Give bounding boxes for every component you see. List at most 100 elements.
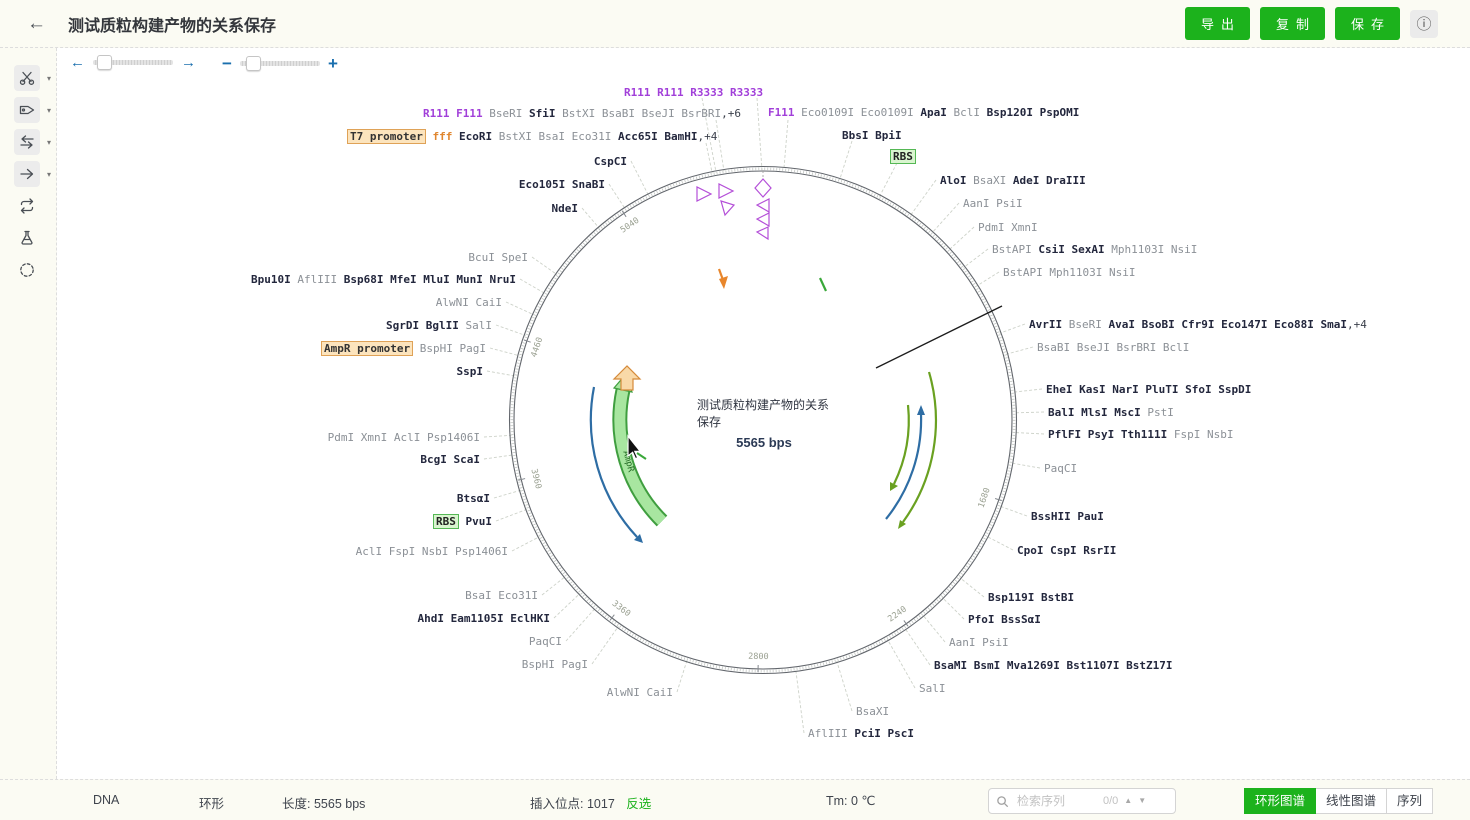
tab-linear-map[interactable]: 线性图谱 <box>1314 788 1387 814</box>
enzyme-label[interactable]: AhdI Eam1105I EclHKI <box>418 612 550 625</box>
enzyme-label[interactable]: AlwNI CaiI <box>607 686 673 699</box>
enzyme-label[interactable]: PflFI PsyI Tth111I FspI NsbI <box>1048 428 1233 441</box>
enzyme-label[interactable]: EheI KasI NarI PluTI SfoI SspDI <box>1046 383 1251 396</box>
zoom-slider-handle[interactable] <box>245 56 261 71</box>
enzyme-label[interactable]: BbsI BpiI <box>842 129 902 142</box>
enzyme-label[interactable]: CspCI <box>594 155 627 168</box>
enzyme-label[interactable]: PaqCI <box>1044 462 1077 475</box>
feature-tag: RBS <box>433 514 459 529</box>
back-arrow-icon[interactable]: ← <box>27 13 46 34</box>
tab-sequence[interactable]: 序列 <box>1385 788 1433 814</box>
enzyme-label[interactable]: AloI BsaXI AdeI DraIII <box>940 174 1086 187</box>
primer-diamond[interactable] <box>754 178 772 198</box>
save-button[interactable]: 保存 <box>1334 7 1400 40</box>
enzyme-label[interactable]: SalI <box>919 682 946 695</box>
zoom-slider[interactable] <box>239 56 320 71</box>
enzyme-label[interactable]: T7 promoter fff EcoRI BstXI BsaI Eco31I … <box>347 129 717 144</box>
chevron-down-icon[interactable]: ▾ <box>46 170 51 179</box>
rotate-left-arrow[interactable]: ← <box>70 54 85 71</box>
enzyme-label[interactable]: PfoI BssSαI <box>968 613 1041 626</box>
tool-dashed-circle-button[interactable] <box>14 257 40 283</box>
tool-swap-arrows-button[interactable]: ▾ <box>14 129 51 155</box>
enzyme-label[interactable]: AvrII BseRI AvaI BsoBI Cfr9I Eco147I Eco… <box>1029 318 1367 331</box>
enzyme-label[interactable]: BstAPI CsiI SexAI Mph1103I NsiI <box>992 243 1197 256</box>
enzyme-label[interactable]: SspI <box>457 365 484 378</box>
enzyme-label[interactable]: BtsαI <box>457 492 490 505</box>
tool-repeat-button[interactable] <box>14 193 40 219</box>
orf-arc-blue-right[interactable] <box>885 413 923 520</box>
leader-line <box>581 207 600 229</box>
enzyme-label[interactable]: BcuI SpeI <box>468 251 528 264</box>
enzyme-label[interactable]: RBS <box>890 149 916 164</box>
rotate-slider-handle[interactable] <box>97 55 112 70</box>
enzyme-label[interactable]: NdeI <box>552 202 579 215</box>
enzyme-label[interactable]: CpoI CspI RsrII <box>1017 544 1116 557</box>
enzyme-label[interactable]: Bsp119I BstBI <box>988 591 1074 604</box>
enzyme-label[interactable]: BssHII PauI <box>1031 510 1104 523</box>
enzyme-name: NsiI <box>1108 266 1136 279</box>
primer-triangle[interactable] <box>755 226 769 241</box>
tool-scissors-button[interactable]: ▾ <box>14 65 51 91</box>
invert-selection-link[interactable]: 反选 <box>626 797 652 811</box>
primer-triangle[interactable] <box>720 200 736 217</box>
export-button[interactable]: 导出 <box>1184 7 1250 40</box>
chevron-down-icon[interactable]: ▾ <box>46 74 51 83</box>
search-prev-icon[interactable]: ▲ <box>1124 796 1133 805</box>
enzyme-label[interactable]: BsaBI BseJI BsrBRI BclI <box>1037 341 1189 354</box>
enzyme-label[interactable]: BalI MlsI MscI PstI <box>1048 406 1174 419</box>
tab-circular-map[interactable]: 环形图谱 <box>1243 788 1316 814</box>
enzyme-name: Tth111I <box>1120 428 1168 441</box>
info-button[interactable]: ⓘ <box>1410 9 1438 38</box>
enzyme-label[interactable]: AanI PsiI <box>963 197 1023 210</box>
rotate-right-arrow[interactable]: → <box>181 54 196 71</box>
tool-tag-button[interactable]: ▾ <box>14 97 51 123</box>
enzyme-label[interactable]: BstAPI Mph1103I NsiI <box>1003 266 1135 279</box>
enzyme-label[interactable]: BsaXI <box>856 705 889 718</box>
primer-triangle[interactable] <box>755 212 770 228</box>
enzyme-label[interactable]: BcgI ScaI <box>420 453 480 466</box>
orf-arc-green-right-short[interactable] <box>893 404 910 485</box>
orf-arc-green-right-long[interactable] <box>902 371 937 523</box>
search-next-icon[interactable]: ▼ <box>1138 796 1147 805</box>
enzyme-label[interactable]: BsaMI BsmI Mva1269I Bst1107I BstZ17I <box>934 659 1172 672</box>
enzyme-label[interactable]: Eco105I SnaBI <box>519 178 605 191</box>
enzyme-label[interactable]: R111 F111 BseRI SfiI BstXI BsaBI BseJI B… <box>423 107 741 120</box>
enzyme-label[interactable]: Bpu10I AflIII Bsp68I MfeI MluI MunI NruI <box>251 273 516 286</box>
search-input[interactable] <box>1015 793 1097 809</box>
rotate-slider[interactable] <box>93 55 173 70</box>
plasmid-backbone-outer[interactable] <box>508 165 1018 675</box>
primer-triangle[interactable] <box>696 186 713 202</box>
zoom-in-button[interactable]: + <box>327 54 338 73</box>
enzyme-label[interactable]: AanI PsiI <box>949 636 1009 649</box>
enzyme-label[interactable]: RBS PvuI <box>433 514 492 529</box>
enzyme-label[interactable]: AclI FspI NsbI Psp1406I <box>356 545 508 558</box>
leader-line <box>489 347 520 357</box>
tool-arrow-right-button[interactable]: ▾ <box>14 161 51 187</box>
chevron-down-icon[interactable]: ▾ <box>46 106 51 115</box>
enzyme-label[interactable]: BsaI Eco31I <box>465 589 538 602</box>
enzyme-label[interactable]: AmpR promoter BspHI PagI <box>321 341 486 356</box>
enzyme-name: Acc65I <box>617 130 658 143</box>
ampr-gene-arc[interactable] <box>614 388 666 525</box>
enzyme-label[interactable]: AlwNI CaiI <box>436 296 502 309</box>
length-info: 长度: 5565 bps <box>282 793 365 812</box>
enzyme-label[interactable]: R111 R111 R3333 R3333 <box>624 86 763 99</box>
enzyme-label[interactable]: PdmI XmnI <box>978 221 1038 234</box>
ampr-promoter-arrow[interactable] <box>612 365 642 391</box>
sequence-search-box[interactable]: 0/0 ▲ ▼ <box>988 788 1176 814</box>
enzyme-label[interactable]: SgrDI BglII SalI <box>386 319 492 332</box>
enzyme-label[interactable]: PdmI XmnI AclI Psp1406I <box>328 431 480 444</box>
tool-flask-button[interactable] <box>14 225 40 251</box>
zoom-out-button[interactable]: − <box>222 54 232 73</box>
chevron-down-icon[interactable]: ▾ <box>46 138 51 147</box>
leader-line <box>948 226 975 251</box>
enzyme-label[interactable]: PaqCI <box>529 635 562 648</box>
enzyme-label[interactable]: BspHI PagI <box>522 658 588 671</box>
orf-arc-blue-left[interactable] <box>589 386 638 538</box>
enzyme-label[interactable]: AflIII PciI PscI <box>808 727 914 740</box>
copy-button[interactable]: 复制 <box>1259 7 1325 40</box>
primer-triangle[interactable] <box>718 183 735 199</box>
primer-triangle[interactable] <box>755 198 770 214</box>
enzyme-label[interactable]: F111 Eco0109I Eco0109I ApaI BclI Bsp120I… <box>768 106 1079 119</box>
